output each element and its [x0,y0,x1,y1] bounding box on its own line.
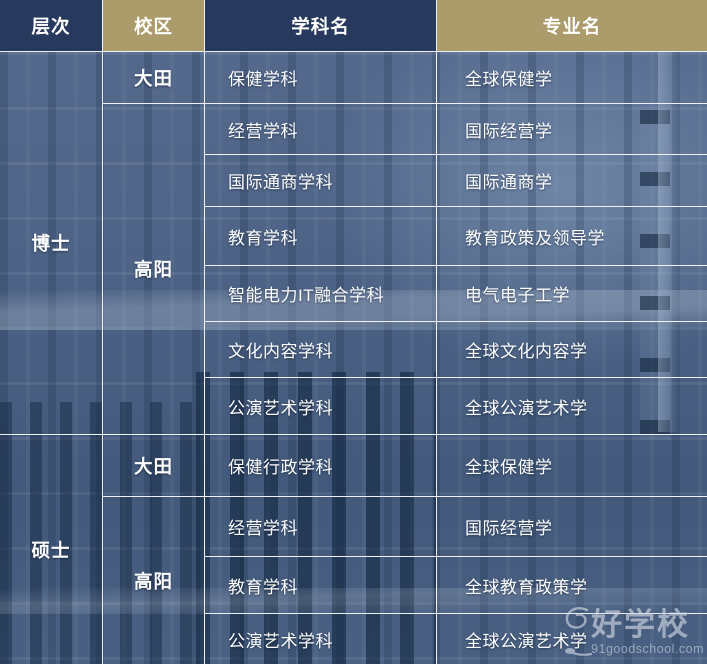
column-header-campus: 校区 [103,0,205,52]
major-cell: 全球公演艺术学 [437,378,707,435]
major-cell: 国际经营学 [437,497,707,557]
subject-cell: 智能电力IT融合学科 [205,266,437,322]
campus-cell-goyang-master: 高阳 [103,497,205,664]
level-cell-master: 硕士 [0,435,103,664]
subject-cell: 保健行政学科 [205,435,437,497]
subject-cell: 经营学科 [205,104,437,155]
column-header-subject: 学科名 [205,0,437,52]
major-cell: 国际通商学 [437,155,707,207]
subject-cell: 保健学科 [205,52,437,104]
subject-cell: 教育学科 [205,557,437,614]
campus-cell-daejeon-doctor: 大田 [103,52,205,104]
subject-cell: 教育学科 [205,207,437,266]
major-cell: 全球公演艺术学 [465,631,588,651]
column-header-level: 层次 [0,0,103,52]
subject-cell: 公演艺术学科 [205,614,437,664]
campus-cell-daejeon-master: 大田 [103,435,205,497]
major-cell: 全球文化内容学 [437,322,707,378]
campus-cell-goyang-doctor: 高阳 [103,104,205,435]
major-cell: 教育政策及领导学 [437,207,707,266]
subject-cell: 经营学科 [205,497,437,557]
major-cell: 全球保健学 [437,435,707,497]
major-cell: 国际经营学 [437,104,707,155]
major-cell: 电气电子工学 [437,266,707,322]
major-cell: 全球保健学 [437,52,707,104]
subject-cell: 文化内容学科 [205,322,437,378]
subject-cell: 国际通商学科 [205,155,437,207]
major-cell: 全球教育政策学 [437,557,707,614]
column-header-major: 专业名 [437,0,707,52]
level-cell-doctor: 博士 [0,52,103,435]
subject-cell: 公演艺术学科 [205,378,437,435]
